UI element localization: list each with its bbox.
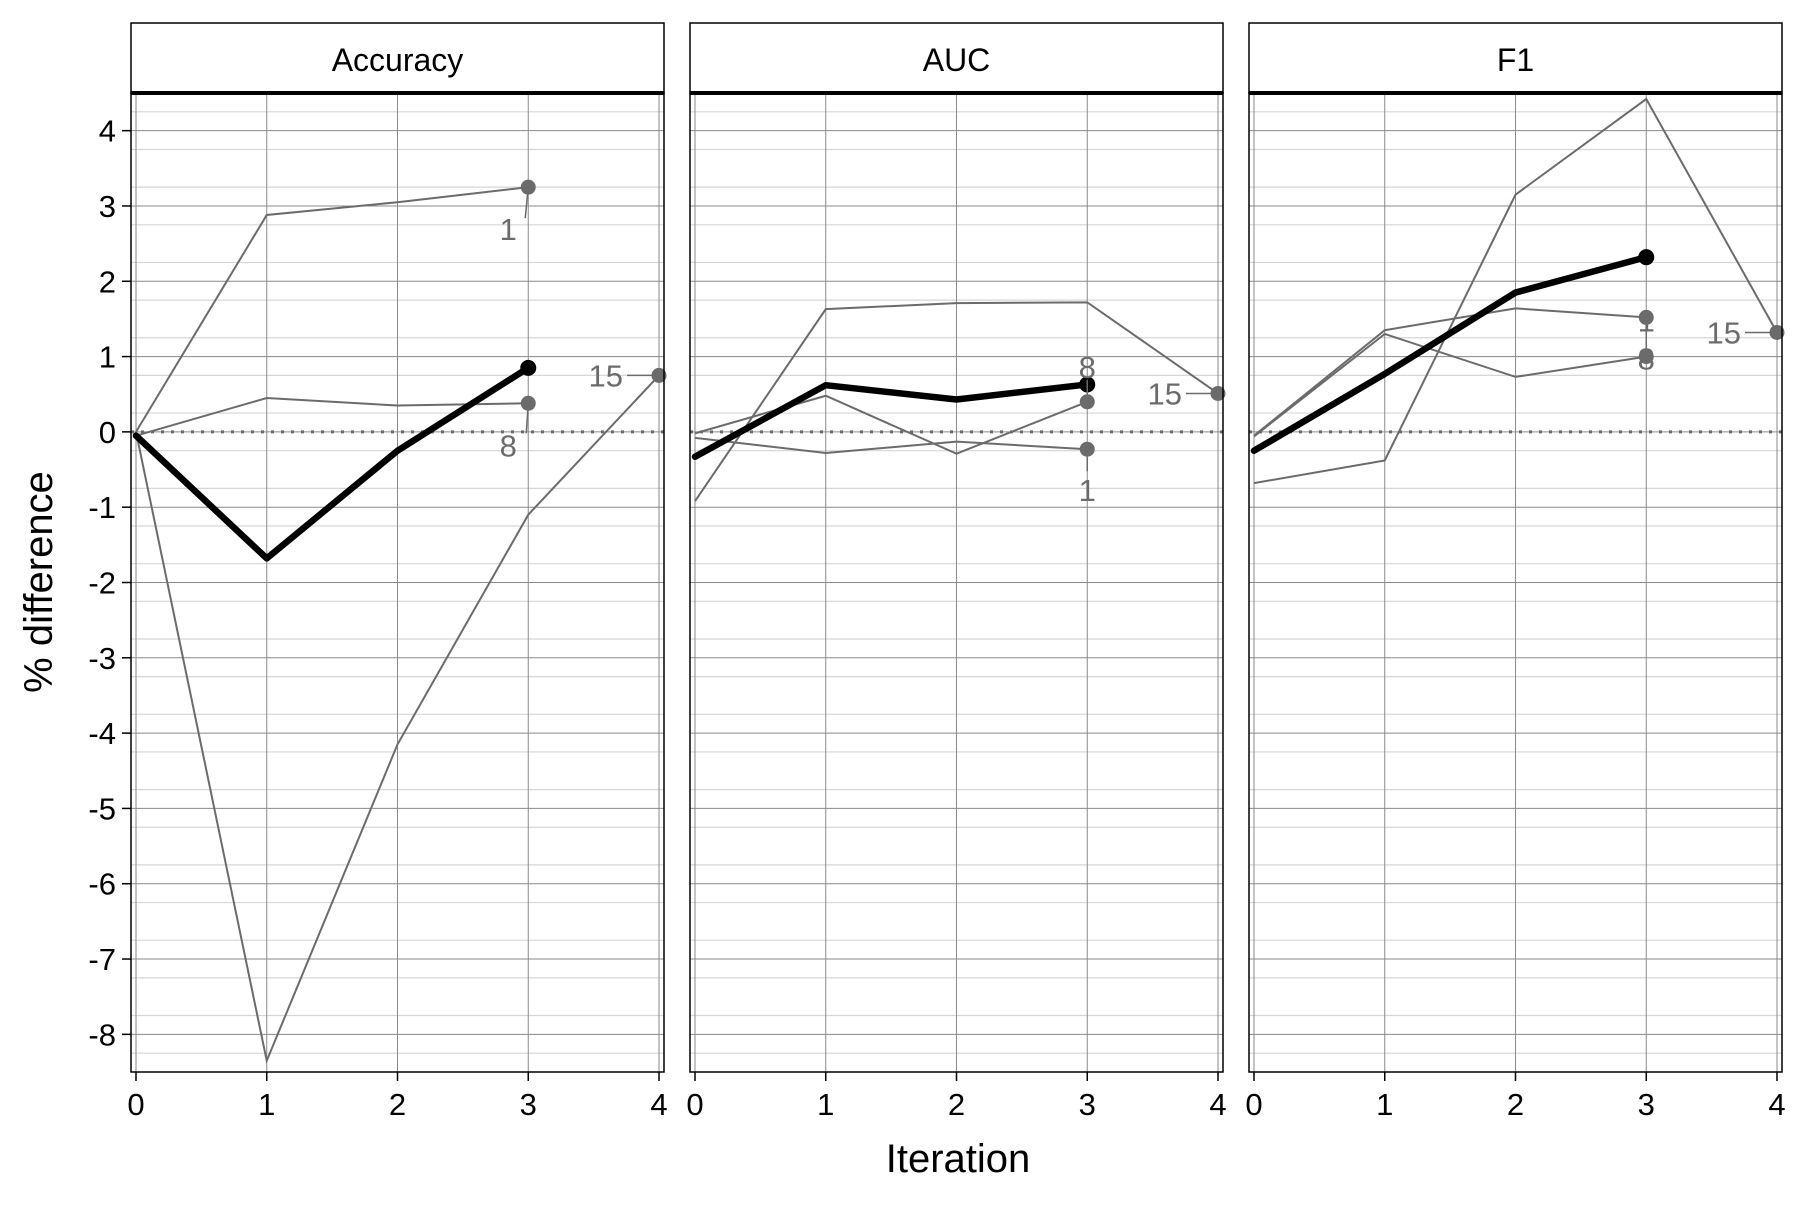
facet-strip-box [689,22,1224,94]
end-label-leader-1 [524,187,529,219]
end-label-8: 8 [500,428,517,463]
x-tick-label: 4 [650,1087,667,1122]
x-tick-label: 3 [1638,1087,1655,1122]
x-tick-label: 0 [127,1087,144,1122]
facet-strip-box [1248,22,1783,94]
series-line-1 [694,436,1088,454]
x-tick-label: 0 [1245,1087,1262,1122]
series-line-15 [694,301,1219,502]
series-line-8 [135,396,529,437]
y-tick-label: 4 [99,114,116,149]
series-line-15 [135,374,660,1065]
panel-lines [691,301,1219,502]
end-label-8: 8 [1079,350,1096,385]
x-tick-label: 4 [1768,1087,1785,1122]
y-tick-label: 0 [99,415,116,450]
y-tick-label: 1 [99,340,116,375]
panel-lines [1250,97,1778,485]
end-label-15: 15 [1707,315,1741,350]
series-line-8 [1253,307,1647,437]
mean-end-point [1638,249,1655,266]
y-tick-label: -5 [88,791,116,826]
end-label-15: 15 [1148,376,1182,411]
y-tick-label: -3 [88,641,116,676]
end-label-leader-8 [525,403,529,434]
mean-line [132,364,532,562]
end-label-8: 8 [1638,341,1655,376]
facet-strip-label: F1 [1497,42,1534,78]
y-tick-label: -2 [88,566,116,601]
end-label-15: 15 [589,358,623,393]
series-line-15 [1253,97,1778,485]
series-line-8 [694,394,1088,455]
series-line-1 [135,186,529,433]
panel-auc: 1 8 15 AUC 0 1 2 3 4 [686,22,1227,1122]
x-tick-label: 1 [1376,1087,1393,1122]
x-tick-label: 2 [389,1087,406,1122]
facet-strip-label: Accuracy [332,42,464,78]
y-tick-label: 3 [99,189,116,224]
x-tick-label: 2 [1507,1087,1524,1122]
x-axis-title: Iteration [886,1137,1031,1181]
x-tick-label: 4 [1209,1087,1226,1122]
y-tick-label: -7 [88,942,116,977]
y-tick-label: -6 [88,867,116,902]
mean-line [691,381,1091,460]
x-tick-label: 2 [948,1087,965,1122]
x-tick-label: 3 [1079,1087,1096,1122]
panel-lines [132,186,660,1065]
x-tick-label: 3 [520,1087,537,1122]
mean-end-point [520,359,537,376]
y-tick-label: -8 [88,1017,116,1052]
facet-strip-label: AUC [923,42,991,78]
mean-line [1250,253,1650,454]
y-tick-label: -1 [88,490,116,525]
series-line-1 [1253,332,1647,438]
y-tick-label: -4 [88,716,116,751]
end-label-1: 1 [500,212,517,247]
panel-accuracy: 1 8 15 Accuracy 0 1 2 3 4 [127,22,668,1122]
y-tick-label: 2 [99,264,116,299]
y-axis-title: % difference [17,471,61,693]
facet-strip-box [130,22,665,94]
end-label-1: 1 [1079,473,1096,508]
x-tick-label: 1 [258,1087,275,1122]
x-tick-label: 0 [686,1087,703,1122]
x-tick-label: 1 [817,1087,834,1122]
